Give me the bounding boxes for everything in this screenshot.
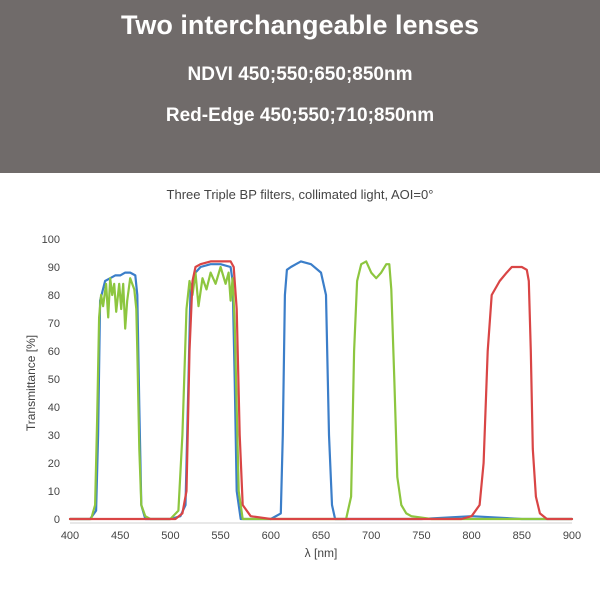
y-tick-label: 60 xyxy=(48,346,60,358)
y-tick-labels: 0 10 20 30 40 50 60 70 80 90 100 xyxy=(42,234,60,526)
x-tick-label: 900 xyxy=(563,530,581,542)
series-line-2 xyxy=(68,260,574,521)
y-tick-label: 20 xyxy=(48,458,60,470)
x-tick-label: 450 xyxy=(111,530,129,542)
x-tick-label: 800 xyxy=(462,530,480,542)
y-tick-label: 70 xyxy=(48,318,60,330)
x-tick-label: 850 xyxy=(513,530,531,542)
series-line-3 xyxy=(68,260,574,521)
x-tick-label: 650 xyxy=(312,530,330,542)
chart-title: Three Triple BP filters, collimated ligh… xyxy=(167,187,434,202)
x-axis-label: λ [nm] xyxy=(305,546,338,560)
x-tick-label: 400 xyxy=(61,530,79,542)
x-tick-label: 700 xyxy=(362,530,380,542)
chart-area: Three Triple BP filters, collimated ligh… xyxy=(0,173,600,596)
y-tick-label: 30 xyxy=(48,430,60,442)
y-tick-label: 10 xyxy=(48,486,60,498)
header-banner: Two interchangeable lenses NDVI 450;550;… xyxy=(0,0,600,173)
banner-red-edge-line: Red-Edge 450;550;710;850nm xyxy=(165,105,435,126)
y-tick-label: 50 xyxy=(48,374,60,386)
y-tick-label: 90 xyxy=(48,262,60,274)
x-tick-label: 550 xyxy=(211,530,229,542)
series-line-1 xyxy=(68,260,574,521)
banner-ndvi-line: NDVI 450;550;650;850nm xyxy=(187,64,413,85)
y-tick-label: 0 xyxy=(54,514,60,526)
x-tick-labels: 400 450 500 550 600 650 700 750 800 850 900 xyxy=(61,530,581,542)
y-tick-label: 80 xyxy=(48,290,60,302)
banner-title: Two interchangeable lenses xyxy=(120,10,480,40)
x-tick-label: 500 xyxy=(161,530,179,542)
y-tick-label: 40 xyxy=(48,402,60,414)
y-axis-label: Transmittance [%] xyxy=(24,335,38,431)
y-tick-label: 100 xyxy=(42,234,60,246)
transmittance-chart: Three Triple BP filters, collimated ligh… xyxy=(24,187,581,560)
series-lines xyxy=(68,260,574,521)
x-tick-label: 750 xyxy=(412,530,430,542)
x-tick-label: 600 xyxy=(262,530,280,542)
